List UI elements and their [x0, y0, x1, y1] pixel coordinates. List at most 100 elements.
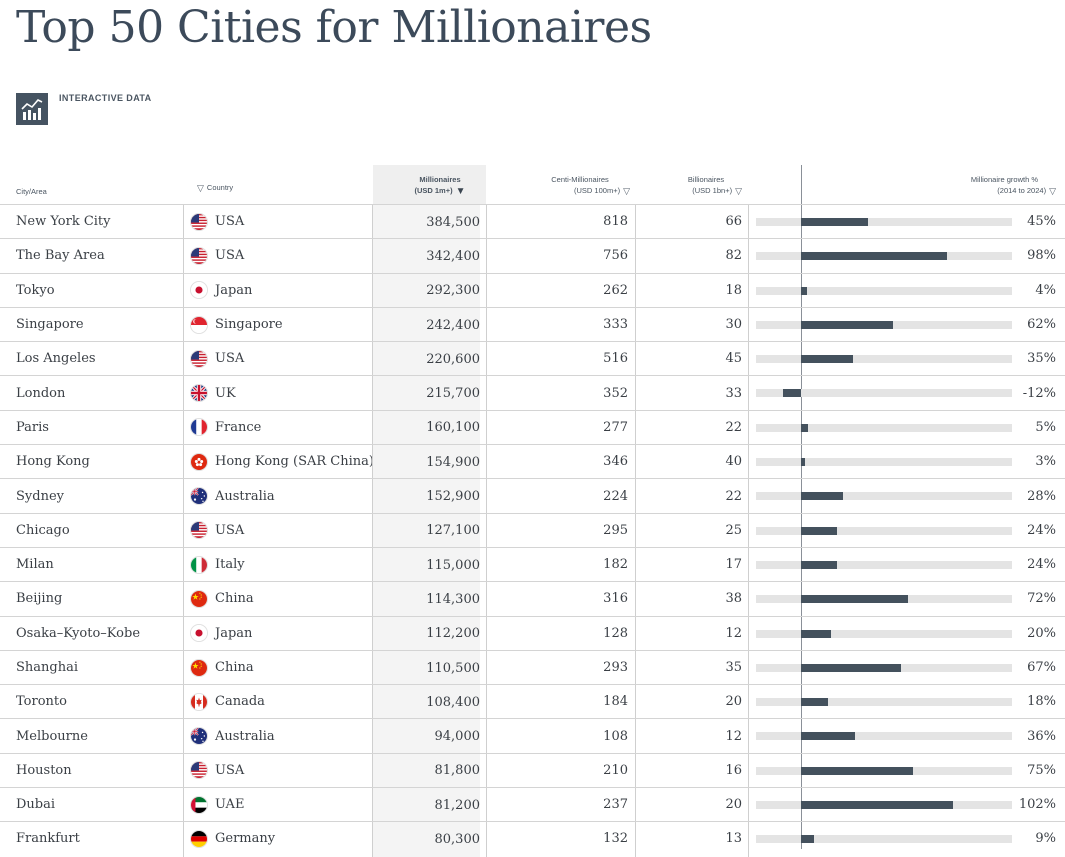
city-name: Melbourne [16, 728, 88, 744]
column-divider [486, 342, 487, 377]
au-flag-icon [190, 487, 208, 506]
country-cell: Australia [190, 719, 275, 752]
millionaires-value: 215,700 [373, 376, 480, 411]
city-name: Houston [16, 762, 72, 778]
millionaires-column-header[interactable]: Millionaires (USD 1m+) ▼ [414, 175, 466, 197]
table-row[interactable]: Dubai UAE 81,200 237 20 102% [0, 787, 1065, 823]
millionaires-value: 110,500 [373, 650, 480, 686]
column-divider [183, 547, 184, 583]
table-row[interactable]: Los Angeles USA 220,600 516 45 35% [0, 341, 1065, 377]
table-row[interactable]: Sydney Australia 152,900 224 22 28% [0, 478, 1065, 514]
growth-value: 18% [1027, 694, 1056, 710]
column-divider [183, 513, 184, 548]
centi-millionaires-value: 224 [603, 488, 628, 504]
billionaires-value: 82 [725, 248, 742, 264]
centi-millionaires-column-header[interactable]: Centi-Millionaires (USD 100m+) ▽ [551, 175, 630, 196]
millionaires-value: 94,000 [373, 719, 480, 754]
growth-bar-track [756, 492, 1012, 501]
column-divider [748, 822, 749, 857]
country-name: Australia [215, 488, 275, 504]
column-divider [748, 616, 749, 651]
growth-bar [801, 492, 843, 501]
millionaires-value: 127,100 [373, 513, 480, 548]
table-row[interactable]: Tokyo Japan 292,300 262 18 4% [0, 272, 1065, 308]
sg-flag-icon [190, 315, 208, 334]
centi-millionaires-value: 182 [603, 557, 628, 573]
us-flag-icon [190, 521, 208, 540]
table-row[interactable]: Shanghai China 110,500 293 35 67% [0, 649, 1065, 686]
growth-bar-track [756, 629, 1012, 638]
growth-bar [801, 355, 854, 364]
centi-millionaires-value: 184 [603, 694, 628, 710]
table-row[interactable]: Melbourne Australia 94,000 108 12 36% [0, 718, 1065, 754]
country-cell: UK [190, 376, 236, 409]
column-divider [183, 239, 184, 274]
table-row[interactable]: Osaka–Kyoto–Kobe Japan 112,200 128 12 20… [0, 615, 1065, 651]
column-divider [635, 822, 636, 857]
table-row[interactable]: Houston USA 81,800 210 16 75% [0, 752, 1065, 789]
table-row[interactable]: Milan Italy 115,000 182 17 24% [0, 546, 1065, 583]
city-name: Chicago [16, 522, 70, 538]
table-row[interactable]: Beijing China 114,300 316 38 72% [0, 581, 1065, 617]
centi-millionaires-value: 333 [603, 317, 628, 333]
millionaires-value: 384,500 [373, 205, 480, 240]
us-flag-icon [190, 349, 208, 368]
city-column-header[interactable]: City/Area [16, 187, 47, 196]
country-name: Japan [215, 625, 253, 641]
table-row[interactable]: New York City USA 384,500 818 66 45% [0, 204, 1065, 240]
column-divider [635, 479, 636, 514]
sort-desc-icon: ▼ [455, 185, 466, 197]
centi-millionaires-value: 516 [603, 351, 628, 367]
millionaires-value: 81,200 [373, 788, 480, 823]
table-row[interactable]: Hong Kong Hong Kong (SAR China) 154,900 … [0, 444, 1065, 480]
column-divider [183, 342, 184, 377]
table-row[interactable]: London UK 215,700 352 33 -12% [0, 375, 1065, 411]
table-row[interactable]: Toronto Canada 108,400 184 20 18% [0, 684, 1065, 720]
column-divider [183, 719, 184, 754]
column-divider [748, 342, 749, 377]
country-name: USA [215, 351, 245, 367]
column-divider [635, 342, 636, 377]
column-divider [372, 445, 373, 480]
centi-millionaires-value: 295 [603, 522, 628, 538]
it-flag-icon [190, 555, 208, 574]
column-divider [635, 273, 636, 308]
growth-bar-track [756, 801, 1012, 810]
table-row[interactable]: Paris France 160,100 277 22 5% [0, 409, 1065, 446]
table-row[interactable]: Chicago USA 127,100 295 25 24% [0, 512, 1065, 548]
column-divider [372, 239, 373, 274]
growth-bar-track [756, 595, 1012, 604]
column-divider [486, 788, 487, 823]
millionaires-header-bg [373, 165, 486, 205]
country-name: Italy [215, 557, 245, 573]
growth-value: 28% [1027, 488, 1056, 504]
billionaires-value: 18 [725, 282, 742, 298]
growth-value: 45% [1027, 214, 1056, 230]
table-row[interactable]: The Bay Area USA 342,400 756 82 98% [0, 238, 1065, 274]
billionaires-column-header[interactable]: Billionaires (USD 1bn+) ▽ [687, 175, 742, 196]
growth-bar-track [756, 218, 1012, 226]
growth-value: -12% [1022, 385, 1056, 401]
country-column-header[interactable]: ▽ Country [197, 182, 234, 193]
column-divider [183, 650, 184, 686]
column-divider [183, 307, 184, 343]
millionaires-value: 342,400 [373, 239, 480, 274]
billionaires-value: 35 [725, 660, 742, 675]
table-row[interactable]: Frankfurt Germany 80,300 132 13 9% [0, 821, 1065, 857]
jp-flag-icon [190, 624, 208, 643]
table-body: New York City USA 384,500 818 66 45% The… [0, 204, 1065, 857]
country-name: USA [215, 522, 245, 538]
column-divider [635, 753, 636, 789]
column-divider [372, 513, 373, 548]
growth-column-header[interactable]: Millionaire growth % (2014 to 2024) ▽ [970, 175, 1056, 196]
column-divider [183, 822, 184, 857]
growth-bar-track [756, 458, 1012, 467]
table-row[interactable]: Singapore Singapore 242,400 333 30 62% [0, 306, 1065, 343]
us-flag-icon [190, 246, 208, 265]
city-name: New York City [16, 214, 111, 230]
millionaires-value: 81,800 [373, 753, 480, 789]
column-divider [748, 239, 749, 274]
growth-bar-track [756, 732, 1012, 741]
column-divider [635, 445, 636, 480]
millionaires-value: 160,100 [373, 410, 480, 446]
